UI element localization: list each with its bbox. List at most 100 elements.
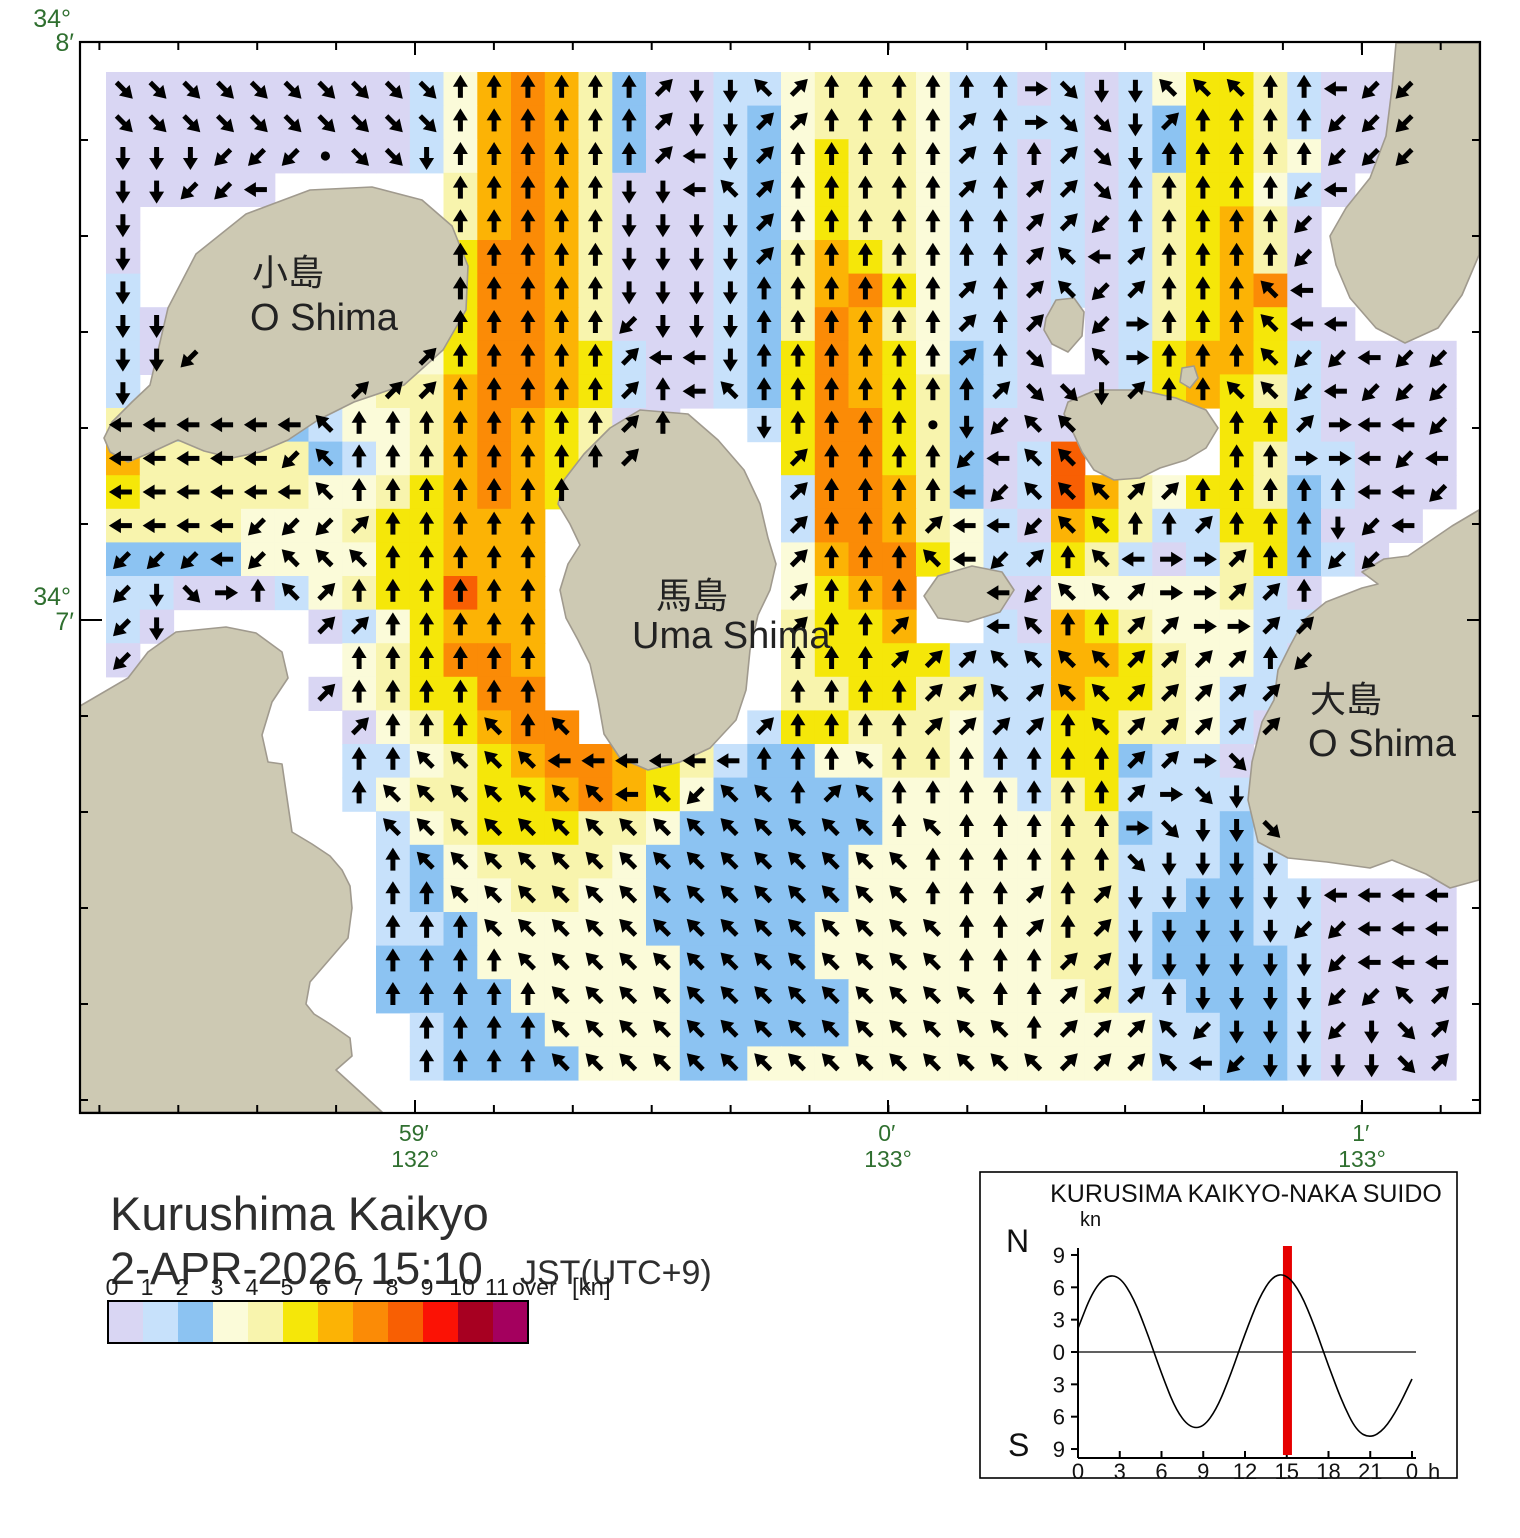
current-arrow xyxy=(419,147,435,170)
koshima-label-en: O Shima xyxy=(250,297,399,339)
current-arrow xyxy=(1160,112,1179,131)
current-arrow xyxy=(1127,79,1143,103)
island-landmass xyxy=(1179,365,1199,389)
current-arrow xyxy=(857,108,873,132)
lon-label-59: 59′ 132° xyxy=(391,1120,439,1172)
current-arrow xyxy=(1323,81,1347,97)
tide-chart-title: KURUSIMA KAIKYO-NAKA SUIDO xyxy=(1050,1180,1442,1208)
current-arrow xyxy=(1395,80,1414,99)
current-arrow xyxy=(350,80,369,99)
island-landmass xyxy=(1329,42,1480,344)
current-arrow xyxy=(520,74,536,98)
current-arrow xyxy=(283,114,302,133)
current-arrow xyxy=(587,108,603,132)
tide-y-tick-label: 3 xyxy=(1053,1308,1065,1333)
current-arrow xyxy=(1059,114,1078,133)
current-arrow xyxy=(722,79,738,103)
tide-x-tick-label: 6 xyxy=(1155,1459,1167,1484)
legend-tick-label: 5 xyxy=(281,1274,294,1300)
island-landmass xyxy=(1043,297,1085,353)
umashima-label-en: Uma Shima xyxy=(632,615,831,657)
legend-tick-label: 11 xyxy=(485,1274,509,1300)
current-dot xyxy=(320,151,330,161)
legend-tick-label: 2 xyxy=(176,1274,189,1300)
legend-over-label: over xyxy=(512,1274,557,1300)
current-arrow xyxy=(1193,78,1212,97)
island-landmass xyxy=(1247,509,1480,889)
current-arrow xyxy=(1226,78,1245,97)
legend-tick-label: 4 xyxy=(246,1274,259,1300)
current-arrow xyxy=(891,108,907,132)
current-arrow xyxy=(384,114,403,133)
current-arrow xyxy=(824,74,840,98)
tide-y-tick-label: 0 xyxy=(1053,1340,1065,1365)
current-arrow xyxy=(281,147,300,166)
current-arrow xyxy=(418,80,437,99)
current-dot xyxy=(928,420,938,430)
current-arrow xyxy=(789,112,808,131)
legend-tick-label: 9 xyxy=(421,1274,434,1300)
current-arrow xyxy=(654,112,673,131)
current-arrow xyxy=(1159,78,1178,97)
legend-swatch xyxy=(283,1301,318,1343)
current-arrow xyxy=(149,147,165,170)
koshima-label-jp: 小島 xyxy=(252,252,324,293)
current-arrow xyxy=(621,74,637,98)
current-arrow xyxy=(452,74,468,98)
oshima-label-en: O Shima xyxy=(1308,723,1457,765)
umashima-label-jp: 馬島 xyxy=(656,575,728,616)
tide-unit-label: kn xyxy=(1080,1209,1101,1231)
current-arrow xyxy=(486,142,502,165)
current-arrow xyxy=(554,108,570,132)
current-arrow xyxy=(689,113,705,137)
legend-tick-label: 10 xyxy=(449,1274,475,1300)
current-arrow xyxy=(350,147,369,166)
current-arrow xyxy=(992,108,1008,132)
current-arrow xyxy=(925,108,941,132)
legend-color-bar xyxy=(107,1300,529,1344)
current-arrow xyxy=(248,147,267,166)
legend-swatch xyxy=(213,1301,248,1343)
current-arrow xyxy=(1361,80,1380,99)
island-landmass xyxy=(103,186,469,463)
current-arrow xyxy=(1361,114,1380,133)
current-arrow xyxy=(1195,108,1211,132)
land-masses xyxy=(79,42,1480,1113)
current-arrow xyxy=(317,114,336,133)
tide-south-label: S xyxy=(1008,1427,1029,1463)
legend-swatch xyxy=(353,1301,388,1343)
tide-north-label: N xyxy=(1006,1223,1029,1259)
current-arrow xyxy=(317,80,336,99)
current-arrow xyxy=(452,142,468,165)
legend-tick-label: 1 xyxy=(141,1274,154,1300)
current-arrow xyxy=(1127,113,1143,137)
current-arrow xyxy=(1093,114,1112,133)
tide-x-tick-label: 0 xyxy=(1072,1459,1084,1484)
tide-chart-border xyxy=(979,1171,1458,1479)
island-landmass xyxy=(79,626,383,1113)
tide-y-tick-label: 6 xyxy=(1053,1405,1065,1430)
current-arrow xyxy=(1296,74,1312,98)
current-arrow xyxy=(1296,108,1312,132)
legend-tick-label: 3 xyxy=(211,1274,224,1300)
legend-swatch xyxy=(143,1301,178,1343)
current-arrow xyxy=(1094,79,1110,103)
current-arrow xyxy=(554,74,570,98)
tide-y-tick-label: 9 xyxy=(1053,1437,1065,1462)
current-arrow xyxy=(722,113,738,137)
tide-y-tick-label: 9 xyxy=(1053,1243,1065,1268)
legend-tick-label: 8 xyxy=(386,1274,399,1300)
current-arrow xyxy=(215,80,234,99)
current-arrow xyxy=(486,74,502,98)
tide-y-tick-label: 6 xyxy=(1053,1275,1065,1300)
current-arrow xyxy=(654,78,673,97)
current-arrow xyxy=(891,74,907,98)
current-arrow xyxy=(1025,114,1049,130)
oshima-label-jp: 大島 xyxy=(1310,679,1382,720)
current-arrow xyxy=(789,78,808,97)
current-arrow xyxy=(214,147,233,166)
tide-x-tick-label: 9 xyxy=(1197,1459,1209,1484)
page-title: Kurushima Kaikyo xyxy=(110,1187,489,1240)
